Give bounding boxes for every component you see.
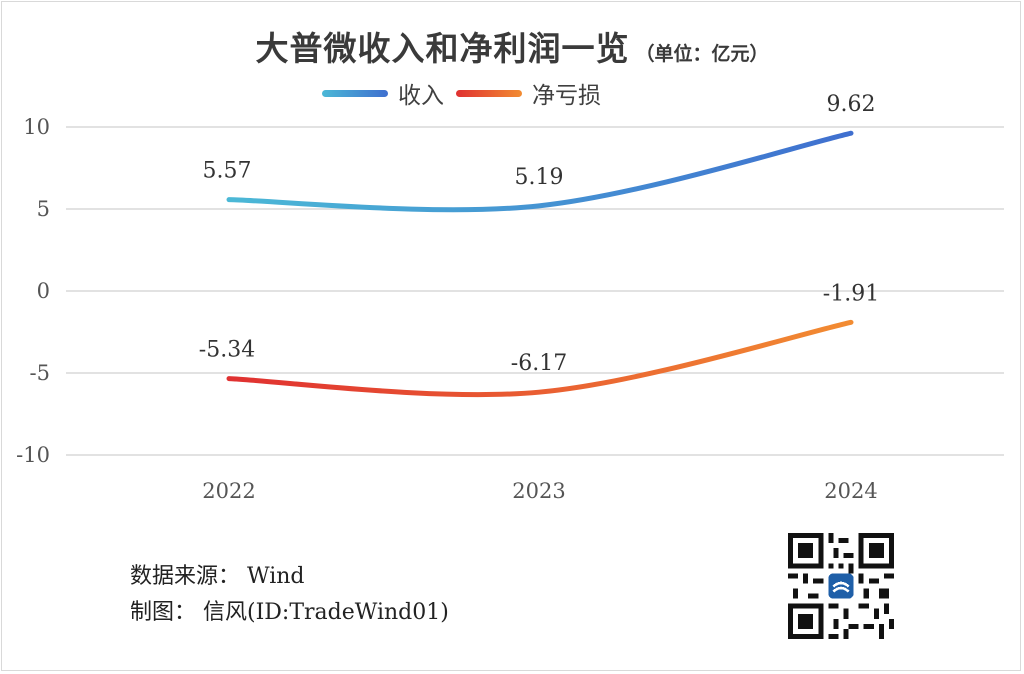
series-line-1 xyxy=(226,319,854,398)
x-tick-label: 2023 xyxy=(512,479,565,503)
chart-unit: （单位：亿元） xyxy=(635,43,769,65)
source-note: 数据来源： Wind xyxy=(130,564,305,589)
data-label: -1.91 xyxy=(823,281,879,306)
data-point xyxy=(537,390,542,395)
chart-title: 大普微收入和净利润一览 xyxy=(255,29,630,68)
data-label: -5.34 xyxy=(199,338,255,363)
legend-swatch-revenue xyxy=(322,89,388,97)
data-point xyxy=(537,203,542,208)
legend-label-revenue: 收入 xyxy=(398,83,444,109)
legend-item-loss: 净亏损 xyxy=(456,76,601,110)
data-point xyxy=(849,320,854,325)
data-point xyxy=(227,376,232,381)
y-tick-label: -10 xyxy=(16,443,50,467)
x-tick-label: 2022 xyxy=(202,479,255,503)
y-tick-label: 0 xyxy=(37,279,50,303)
data-label: 9.62 xyxy=(827,92,876,117)
chart-title-block: 大普微收入和净利润一览 （单位：亿元） xyxy=(0,22,1024,70)
y-tick-label: -5 xyxy=(30,361,50,385)
data-point xyxy=(849,131,854,136)
legend-label-loss: 净亏损 xyxy=(532,83,601,109)
data-label: 5.19 xyxy=(515,165,564,190)
y-tick-label: 5 xyxy=(37,197,50,221)
author-note: 制图： 信风(ID:TradeWind01) xyxy=(130,600,449,625)
y-tick-label: 10 xyxy=(23,115,50,139)
legend-swatch-loss xyxy=(456,89,522,97)
qr-code-icon xyxy=(788,533,894,639)
legend-item-revenue: 收入 xyxy=(322,76,444,110)
data-label: 5.57 xyxy=(203,159,252,184)
series-line-0 xyxy=(226,130,854,213)
x-tick-label: 2024 xyxy=(824,479,877,503)
data-label: -6.17 xyxy=(511,351,567,376)
legend: 收入 净亏损 xyxy=(322,76,613,110)
data-point xyxy=(227,197,232,202)
